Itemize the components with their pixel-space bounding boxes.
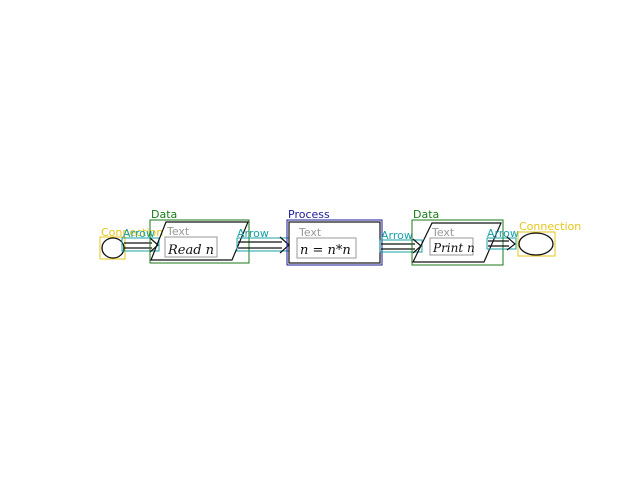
arrow-3[interactable]: Arrow	[379, 229, 423, 254]
data-node-2-label: Data	[413, 208, 439, 221]
arrow-3-label: Arrow	[381, 229, 413, 242]
arrow-1[interactable]: Arrow	[121, 227, 160, 253]
arrow-4-bbox	[486, 237, 517, 250]
process-node-text-label: Text	[298, 226, 322, 239]
arrow-1-bbox	[121, 237, 160, 252]
process-node-label: Process	[288, 208, 330, 221]
data-node-1-text-bbox	[164, 236, 218, 258]
process-node-handwriting: n = n*n	[300, 243, 351, 258]
end-connection-label: Connection	[519, 220, 581, 233]
data-node-2-shape	[412, 222, 502, 263]
arrow-4-head	[506, 236, 516, 251]
process-node[interactable]: Process Text n = n*n	[286, 208, 383, 266]
data-node-2[interactable]: Data Text Print n	[411, 208, 504, 266]
arrow-3-shaft	[381, 243, 415, 250]
arrow-4[interactable]: Arrow	[486, 227, 519, 251]
data-node-1-shape	[150, 221, 249, 261]
end-connection-oval	[518, 232, 554, 256]
arrow-2[interactable]: Arrow	[236, 227, 290, 254]
arrow-3-bbox	[379, 239, 423, 253]
data-node-1-handwriting: Read n	[167, 243, 214, 258]
data-node-2-bbox	[411, 219, 504, 266]
data-node-2-text-label: Text	[431, 226, 455, 239]
end-connection[interactable]: Connection	[517, 220, 581, 257]
arrow-1-head	[149, 237, 159, 253]
start-connection-oval	[101, 237, 125, 259]
data-node-2-text-bbox	[429, 237, 474, 256]
start-connection-bbox	[99, 236, 126, 260]
start-connection-label: Connection	[101, 226, 163, 239]
arrow-2-shaft	[238, 241, 282, 249]
process-node-text-bbox	[296, 237, 357, 259]
end-connection-bbox	[517, 231, 556, 257]
arrow-3-head	[412, 238, 422, 254]
process-node-bbox	[286, 219, 383, 266]
arrow-4-shaft	[488, 240, 509, 247]
data-node-1[interactable]: Data Text Read n	[149, 208, 250, 264]
data-node-1-text-label: Text	[166, 225, 190, 238]
arrow-2-label: Arrow	[237, 227, 269, 240]
arrow-4-label: Arrow	[487, 227, 519, 240]
arrow-1-label: Arrow	[123, 227, 155, 240]
start-connection[interactable]: Connection	[99, 226, 163, 260]
data-node-1-label: Data	[151, 208, 177, 221]
data-node-2-handwriting: Print n	[432, 241, 475, 255]
arrow-1-shaft	[124, 242, 152, 249]
